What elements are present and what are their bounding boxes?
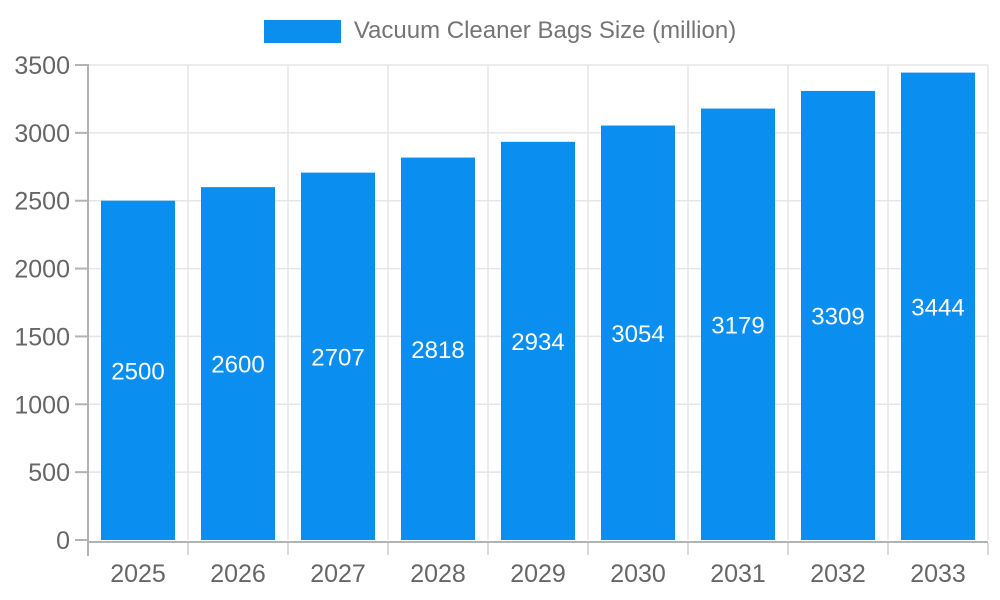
x-tick-label: 2030 [610, 560, 666, 588]
x-tick-label: 2029 [510, 560, 566, 588]
bar-value-label: 2934 [511, 329, 564, 356]
bar[interactable] [601, 125, 675, 541]
x-tick-label: 2031 [710, 560, 766, 588]
bar[interactable] [701, 108, 775, 541]
y-tick-label: 1000 [14, 391, 70, 419]
x-tick-label: 2028 [410, 560, 466, 588]
legend: Vacuum Cleaner Bags Size (million) [0, 17, 1000, 45]
bar[interactable] [401, 157, 475, 541]
bar[interactable] [901, 72, 975, 540]
bar[interactable] [501, 141, 575, 541]
x-tick-label: 2027 [310, 560, 366, 588]
x-tick-label: 2025 [110, 560, 166, 588]
y-tick-label: 2000 [14, 256, 70, 284]
bar-value-label: 3309 [811, 303, 864, 330]
x-tick-label: 2032 [810, 560, 866, 588]
bar-value-label: 2600 [211, 352, 264, 379]
y-tick-label: 3000 [14, 120, 70, 148]
bar-value-label: 2707 [311, 344, 364, 371]
y-tick-label: 500 [28, 459, 70, 487]
bar[interactable] [101, 200, 175, 540]
bar-value-label: 3179 [711, 312, 764, 339]
y-tick-label: 0 [56, 527, 70, 555]
legend-swatch[interactable] [263, 19, 341, 43]
bar[interactable] [201, 187, 275, 540]
bar-value-label: 2818 [411, 337, 464, 364]
bar[interactable] [801, 90, 875, 541]
bar-value-label: 3054 [611, 321, 664, 348]
y-tick-label: 1500 [14, 323, 70, 351]
x-tick-label: 2026 [210, 560, 266, 588]
y-tick-label: 3500 [14, 52, 70, 80]
bar-value-label: 3444 [911, 294, 964, 321]
y-tick-label: 2500 [14, 188, 70, 216]
legend-label[interactable]: Vacuum Cleaner Bags Size (million) [353, 17, 737, 44]
bar-value-label: 2500 [111, 358, 164, 385]
x-tick-label: 2033 [910, 560, 966, 588]
bar[interactable] [301, 172, 375, 540]
